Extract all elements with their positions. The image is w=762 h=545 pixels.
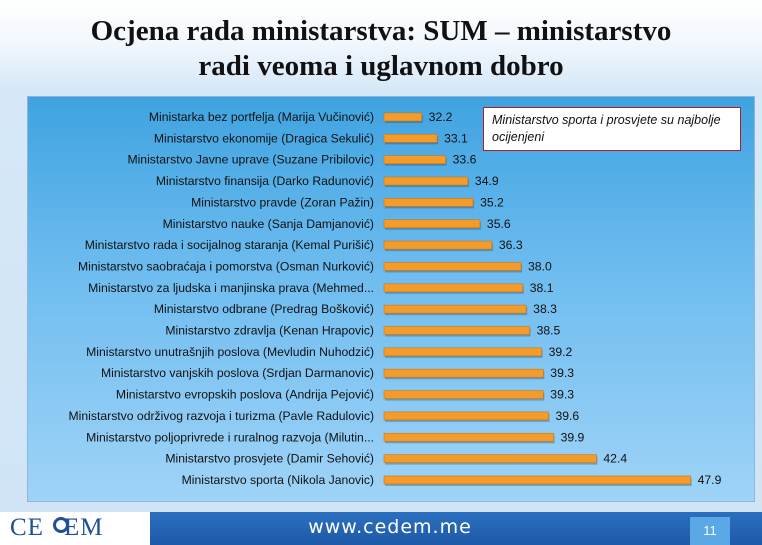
category-label: Ministarstvo evropskih poslova (Andrija … xyxy=(116,388,374,402)
category-label: Ministarstvo saobraćaja i pomorstva (Osm… xyxy=(78,259,374,273)
value-label: 35.6 xyxy=(487,217,511,231)
category-label: Ministarstvo održivog razvoja i turizma … xyxy=(69,409,374,423)
value-label: 38.0 xyxy=(528,259,552,273)
category-label: Ministarstvo nauke (Sanja Damjanović) xyxy=(163,217,374,231)
value-label: 33.6 xyxy=(453,153,477,167)
cedem-logo: CE EM xyxy=(10,514,103,542)
bar xyxy=(383,432,554,442)
value-label: 38.3 xyxy=(533,302,557,316)
annotation-box: Ministarstvo sporta i prosvjete su najbo… xyxy=(483,107,741,151)
title-line-2: radi veoma i uglavnom dobro xyxy=(198,50,564,82)
category-label: Ministarstvo ekonomije (Dragica Sekulić) xyxy=(154,131,374,145)
category-label: Ministarstvo finansija (Darko Radunović) xyxy=(156,174,374,188)
bar xyxy=(383,368,544,378)
page-number: 11 xyxy=(690,517,730,545)
bar xyxy=(383,262,522,271)
bar xyxy=(383,475,691,485)
category-label: Ministarstvo za ljudska i manjinska prav… xyxy=(88,281,374,295)
category-label: Ministarstvo unutrašnjih poslova (Mevlud… xyxy=(86,345,374,359)
category-label: Ministarstvo vanjskih poslova (Srdjan Da… xyxy=(101,366,374,380)
bar xyxy=(383,176,469,186)
logo-left-text: CE xyxy=(10,514,44,541)
slide-title: Ocjena rada ministarstva: SUM – ministar… xyxy=(0,14,762,84)
bar xyxy=(383,240,493,250)
value-label: 39.3 xyxy=(550,366,574,380)
bar xyxy=(383,454,597,463)
bar xyxy=(383,326,530,335)
bar xyxy=(383,411,549,421)
category-label: Ministarka bez portfelja (Marija Vučinov… xyxy=(149,110,374,124)
category-label: Ministarstvo Javne uprave (Suzane Pribil… xyxy=(127,153,374,167)
bar xyxy=(383,134,438,143)
value-label: 36.3 xyxy=(499,238,523,252)
value-label: 39.9 xyxy=(561,430,585,444)
value-label: 33.1 xyxy=(444,131,468,145)
logo-area xyxy=(0,512,150,545)
value-label: 39.6 xyxy=(555,409,579,423)
value-label: 38.5 xyxy=(537,324,561,338)
category-label: Ministarstvo odbrane (Predrag Bošković) xyxy=(154,302,374,316)
logo-circle-icon xyxy=(53,517,69,533)
value-label: 39.3 xyxy=(550,388,574,402)
value-label: 38.1 xyxy=(530,281,554,295)
category-label: Ministarstvo zdravlja (Kenan Hrapovic) xyxy=(165,324,374,338)
category-label: Ministarstvo prosvjete (Damir Sehović) xyxy=(165,452,374,466)
value-label: 35.2 xyxy=(480,195,504,209)
bar xyxy=(383,112,422,122)
bar xyxy=(383,304,527,314)
category-label: Ministarstvo rada i socijalnog staranja … xyxy=(85,238,374,252)
bar xyxy=(383,390,544,399)
category-label: Ministarstvo sporta (Nikola Janovic) xyxy=(182,473,374,487)
bar xyxy=(383,155,446,164)
bar xyxy=(383,219,481,229)
bar xyxy=(383,347,542,357)
bar xyxy=(383,198,474,207)
category-label: Ministarstvo pravde (Zoran Pažin) xyxy=(191,195,374,209)
website-url: www.cedem.me xyxy=(308,516,472,538)
value-label: 39.2 xyxy=(549,345,573,359)
value-label: 47.9 xyxy=(698,473,722,487)
logo-right-text: EM xyxy=(63,514,104,541)
title-line-1: Ocjena rada ministarstva: SUM – ministar… xyxy=(90,15,672,47)
value-label: 42.4 xyxy=(603,452,627,466)
value-label: 32.2 xyxy=(429,110,453,124)
category-label: Ministarstvo poljoprivrede i ruralnog ra… xyxy=(86,430,374,444)
value-label: 34.9 xyxy=(475,174,499,188)
bar xyxy=(383,283,524,293)
